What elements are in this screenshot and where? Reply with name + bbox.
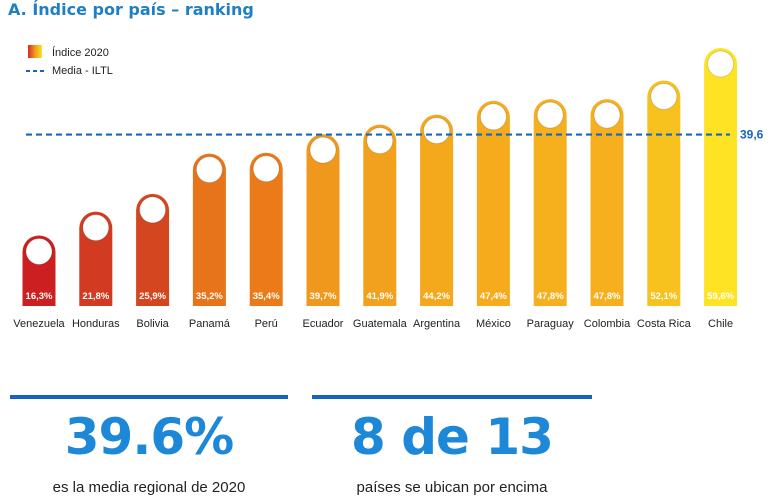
flag-badge-costa-rica: [650, 82, 678, 110]
chart-title: A. Índice por país – ranking: [8, 0, 254, 19]
bar-argentina: [420, 114, 454, 306]
category-label-venezuela: Venezuela: [13, 318, 65, 330]
value-label-honduras: 21,8%: [82, 291, 109, 302]
value-label-panama: 35,2%: [196, 291, 223, 302]
bar-ecuador: [306, 134, 340, 306]
flag-badge-chile: [707, 50, 735, 78]
category-label-honduras: Honduras: [72, 318, 120, 330]
bar-guatemala: [363, 124, 397, 306]
flag-badge-guatemala: [366, 127, 394, 155]
flag-badge-panama: [195, 156, 223, 184]
value-label-venezuela: 16,3%: [26, 291, 53, 302]
mean-line-group: 39,6: [26, 128, 764, 142]
bar-bolivia: [136, 193, 170, 306]
flag-badge-argentina: [423, 117, 451, 145]
bar-chile: [704, 48, 738, 306]
category-label-paraguay: Paraguay: [527, 318, 575, 330]
bar-colombia: [590, 99, 624, 307]
bar-panama: [192, 153, 226, 306]
stat-mean-value: 39.6%: [64, 408, 234, 466]
value-label-peru: 35,4%: [253, 291, 280, 302]
value-label-colombia: 47,8%: [594, 291, 621, 302]
category-label-argentina: Argentina: [413, 318, 461, 330]
flag-badge-honduras: [82, 214, 110, 242]
flag-badge-colombia: [593, 101, 621, 129]
stat-mean-caption: es la media regional de 2020: [52, 479, 246, 496]
value-label-argentina: 44,2%: [423, 291, 450, 302]
legend-label-mean: Media - ILTL: [52, 65, 113, 77]
value-label-costa-rica: 52,1%: [650, 291, 677, 302]
value-label-paraguay: 47,8%: [537, 291, 564, 302]
category-label-guatemala: Guatemala: [353, 318, 408, 330]
ranking-chart: Índice 2020 Media - ILTL 16,3% Venezuela 2…: [13, 45, 764, 330]
category-label-peru: Perú: [255, 318, 278, 330]
flag-badge-bolivia: [139, 196, 167, 224]
flag-badge-peru: [252, 155, 280, 183]
flag-badge-paraguay: [536, 101, 564, 129]
category-label-bolivia: Bolivia: [136, 318, 169, 330]
category-label-colombia: Colombia: [584, 318, 631, 330]
category-label-panama: Panamá: [189, 318, 231, 330]
bar-mexico: [476, 100, 510, 307]
flag-badge-venezuela: [25, 237, 53, 265]
category-label-mexico: México: [476, 318, 511, 330]
category-label-costa-rica: Costa Rica: [637, 318, 692, 330]
stat-divider-right: [312, 395, 592, 399]
bar-peru: [249, 152, 283, 306]
value-label-bolivia: 25,9%: [139, 291, 166, 302]
value-label-guatemala: 41,9%: [366, 291, 393, 302]
legend-swatch-index: [28, 45, 42, 58]
category-label-ecuador: Ecuador: [303, 318, 344, 330]
stat-divider-left: [10, 395, 288, 399]
value-label-chile: 59,6%: [707, 291, 734, 302]
category-label-chile: Chile: [708, 318, 733, 330]
stat-count-caption: países se ubican por encima: [356, 479, 548, 496]
stat-count-value: 8 de 13: [351, 408, 554, 466]
bars-group: 16,3% Venezuela 21,8% Honduras 25,9% Bolivia 3…: [13, 48, 738, 330]
bar-costa-rica: [647, 80, 681, 306]
mean-line-label: 39,6: [740, 128, 764, 142]
legend-label-index: Índice 2020: [52, 46, 109, 59]
value-label-ecuador: 39,7%: [310, 291, 337, 302]
bar-paraguay: [533, 99, 567, 307]
value-label-mexico: 47,4%: [480, 291, 507, 302]
flag-badge-mexico: [479, 103, 507, 131]
chart-legend: Índice 2020 Media - ILTL: [26, 45, 113, 77]
flag-badge-ecuador: [309, 136, 337, 164]
